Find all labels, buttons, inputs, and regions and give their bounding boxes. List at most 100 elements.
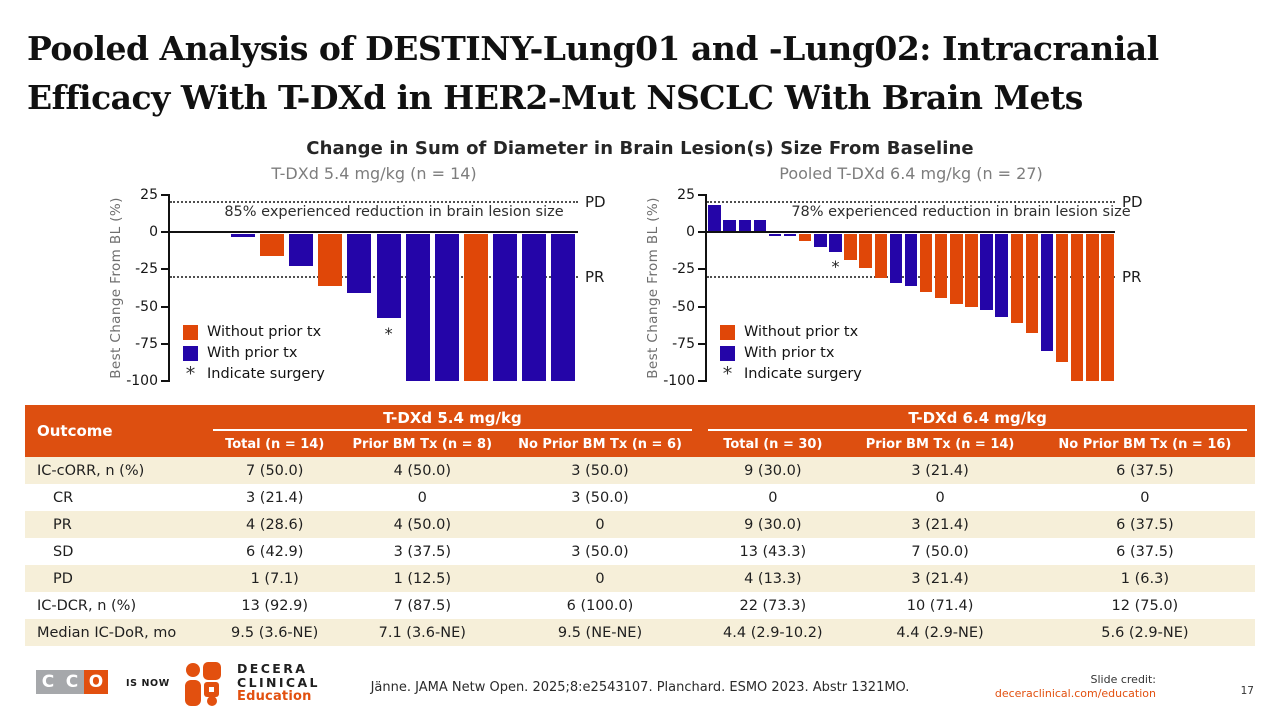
legend-swatch (720, 324, 735, 340)
table-row: CR 3 (21.4) 0 3 (50.0) 0 0 0 (25, 484, 1255, 511)
table-cell: 3 (21.4) (845, 565, 1035, 592)
table-column-header: No Prior BM Tx (n = 6) (499, 431, 701, 457)
legend-label: Without prior tx (207, 324, 322, 340)
table-group-header: T-DXd 5.4 mg/kg (204, 405, 701, 431)
row-label: PD (25, 565, 205, 592)
chart-title: Pooled T-DXd 6.4 mg/kg (n = 27) (779, 164, 1043, 183)
waterfall-bar (738, 220, 751, 233)
table-cell: 6 (37.5) (1034, 457, 1255, 484)
legend-label: Indicate surgery (207, 366, 325, 382)
y-axis-tick (698, 268, 705, 271)
y-axis-tick (698, 194, 705, 196)
legend-label: With prior tx (744, 345, 835, 361)
annotation: 78% experienced reduction in brain lesio… (791, 204, 1131, 220)
table-column-header: No Prior BM Tx (n = 16) (1034, 431, 1255, 457)
table-column-header: Prior BM Tx (n = 8) (344, 431, 500, 457)
legend-label: Indicate surgery (744, 366, 862, 382)
table-row: Median IC-DoR, mo 9.5 (3.6-NE) 7.1 (3.6-NE… (25, 619, 1255, 646)
legend-item: With prior tx (720, 345, 862, 361)
y-axis-tick (161, 342, 168, 345)
table-cell: 3 (21.4) (204, 484, 345, 511)
cco-logo: C C O (36, 670, 108, 694)
waterfall-bar (753, 220, 767, 233)
slide-credit-label: Slide credit: (1090, 673, 1157, 686)
decera-logo-text: DECERA CLINICAL Education (237, 662, 320, 710)
reference-line-pd (170, 201, 578, 204)
row-label: Median IC-DoR, mo (25, 619, 205, 646)
table-cell: 6 (37.5) (1034, 538, 1255, 565)
surgery-asterisk: * (831, 256, 840, 276)
waterfall-bar (783, 233, 797, 236)
y-axis-tick-label: 25 (677, 187, 695, 203)
table-cell: 7 (87.5) (344, 592, 500, 619)
waterfall-bar (493, 233, 518, 381)
table-cell: 4 (50.0) (344, 457, 500, 484)
surgery-asterisk-symbol: * (722, 362, 733, 385)
legend-item: * Indicate surgery (720, 362, 862, 385)
y-axis-tick (698, 305, 705, 308)
table-row: IC-DCR, n (%) 13 (92.9) 7 (87.5) 6 (100.0) 2… (25, 592, 1255, 619)
surgery-asterisk: * (384, 323, 393, 343)
slide-credit: Slide credit: deceraclinical.com/educati… (995, 673, 1156, 701)
table-cell: 7 (50.0) (204, 457, 345, 484)
y-axis-tick-label: -25 (135, 261, 158, 278)
waterfall-bar (799, 233, 812, 242)
row-label: CR (25, 484, 205, 511)
waterfall-bar (723, 220, 736, 233)
cco-logo-letter: C (36, 670, 60, 694)
reference-line-pr (170, 275, 578, 278)
waterfall-bar (522, 233, 547, 381)
legend-label: With prior tx (207, 345, 298, 361)
waterfall-bar (551, 233, 576, 381)
slide-credit-link[interactable]: deceraclinical.com/education (994, 687, 1156, 700)
x-axis-line (170, 231, 578, 234)
decera-logo-icon (185, 662, 229, 710)
table-cell: 1 (12.5) (344, 565, 500, 592)
y-axis-tick-label: -50 (135, 298, 158, 315)
waterfall-bar (844, 233, 857, 261)
waterfall-bar (434, 233, 459, 381)
legend-item: Without prior tx (183, 324, 325, 340)
slide-title-line2: Efficacy With T-DXd in HER2-Mut NSCLC Wi… (27, 78, 1083, 117)
table-cell: 3 (37.5) (344, 538, 500, 565)
waterfall-bar (965, 233, 978, 307)
legend-swatch (720, 345, 735, 361)
table-cell: 9.5 (NE-NE) (499, 619, 701, 646)
legend-label: Without prior tx (744, 324, 859, 340)
waterfall-bar (935, 233, 948, 298)
y-axis-tick (161, 380, 168, 382)
table-column-header: Total (n = 30) (700, 431, 846, 457)
y-axis-tick (161, 305, 168, 308)
legend-item: With prior tx (183, 345, 325, 361)
waterfall-bar (1055, 233, 1069, 362)
row-label: PR (25, 511, 205, 538)
reference-line-pd (707, 201, 1115, 204)
row-label: IC-DCR, n (%) (25, 592, 205, 619)
y-axis-tick (698, 380, 705, 382)
cco-logo-letter: O (84, 670, 108, 694)
cco-logo-letter: C (60, 670, 84, 694)
waterfall-bar (708, 205, 721, 233)
table-cell: 3 (21.4) (845, 457, 1035, 484)
table-row: IC-cORR, n (%) 7 (50.0) 4 (50.0) 3 (50.0) 9 … (25, 457, 1255, 484)
waterfall-bar (829, 233, 842, 252)
row-label: SD (25, 538, 205, 565)
slide-title-line1: Pooled Analysis of DESTINY-Lung01 and -L… (27, 29, 1159, 68)
table-cell: 9 (30.0) (700, 511, 846, 538)
x-axis-line (707, 231, 1115, 234)
table-cell: 0 (499, 565, 701, 592)
y-axis-tick-label: -25 (672, 261, 695, 278)
table-cell: 4 (28.6) (204, 511, 345, 538)
table-column-header: Total (n = 14) (204, 431, 345, 457)
decera-clinical: CLINICAL (237, 675, 320, 690)
waterfall-bar (995, 233, 1008, 317)
y-axis-line (705, 194, 707, 382)
waterfall-bar (980, 233, 993, 310)
row-label: IC-cORR, n (%) (25, 457, 205, 484)
table-cell: 7.1 (3.6-NE) (344, 619, 500, 646)
citation: Jänne. JAMA Netw Open. 2025;8:e2543107. … (370, 680, 910, 695)
y-axis-tick-label: -100 (663, 373, 695, 389)
reference-line-label: PD (585, 193, 606, 212)
table-cell: 10 (71.4) (845, 592, 1035, 619)
outcome-table: Outcome T-DXd 5.4 mg/kg T-DXd 6.4 mg/kg Tot… (25, 405, 1255, 646)
